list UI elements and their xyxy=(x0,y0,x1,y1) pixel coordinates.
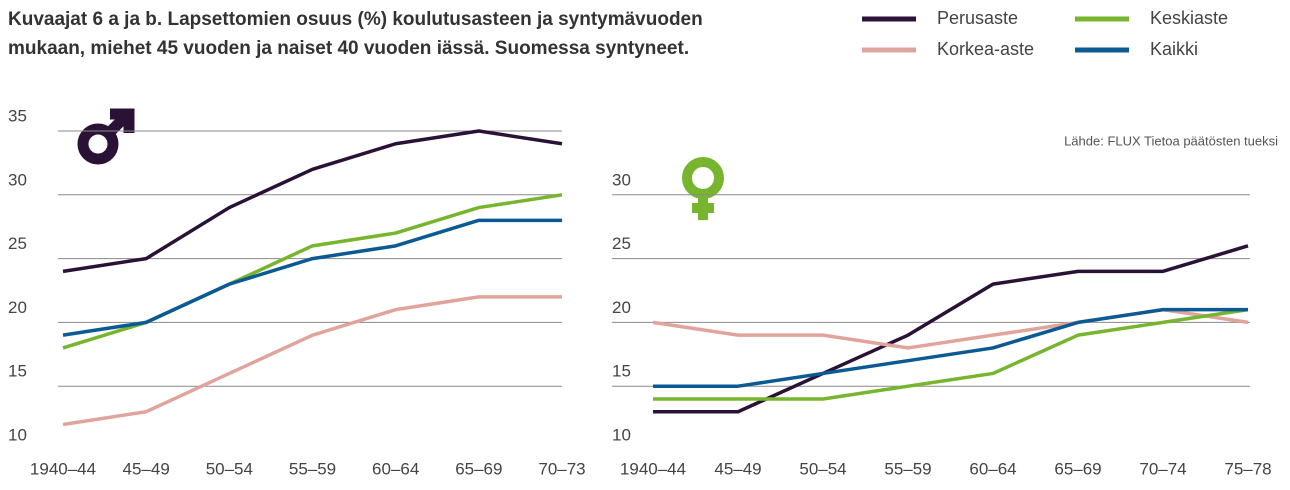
y-tick-label: 15 xyxy=(612,362,631,381)
series-line xyxy=(652,307,1249,350)
series-line xyxy=(62,129,563,274)
x-tick-label: 70–73 xyxy=(538,459,585,478)
x-tick-label: 45–49 xyxy=(123,459,170,478)
x-tick-label: 65–69 xyxy=(1054,459,1101,478)
series-line xyxy=(62,295,562,427)
y-tick-label: 30 xyxy=(612,170,631,189)
y-tick-label: 15 xyxy=(8,362,27,381)
series-line xyxy=(62,218,562,337)
y-tick-label: 10 xyxy=(612,425,631,444)
y-tick-label: 10 xyxy=(8,425,27,444)
y-tick-label: 30 xyxy=(8,170,27,189)
x-tick-label: 45–49 xyxy=(714,459,761,478)
x-tick-label: 70–74 xyxy=(1139,459,1186,478)
male-icon xyxy=(77,108,135,165)
series-line xyxy=(653,307,1249,401)
series-line xyxy=(653,307,1248,388)
legend-label: Keskiaste xyxy=(1150,8,1228,28)
legend-label: Perusaste xyxy=(937,8,1018,28)
y-tick-label: 25 xyxy=(8,234,27,253)
title-line: mukaan, miehet 45 vuoden ja naiset 40 vu… xyxy=(8,38,689,59)
y-tick-label: 35 xyxy=(8,106,27,125)
x-tick-label: 60–64 xyxy=(372,459,419,478)
legend-label: Korkea-aste xyxy=(937,39,1034,59)
female-icon xyxy=(682,157,724,220)
x-tick-label: 60–64 xyxy=(969,459,1016,478)
x-tick-label: 55–59 xyxy=(289,459,336,478)
x-tick-label: 65–69 xyxy=(455,459,502,478)
legend-label: Kaikki xyxy=(1150,39,1198,59)
title-line: Kuvaajat 6 a ja b. Lapsettomien osuus (%… xyxy=(8,9,703,30)
x-tick-label: 1940–44 xyxy=(30,459,96,478)
y-tick-label: 20 xyxy=(8,298,27,317)
y-tick-label: 25 xyxy=(612,234,631,253)
x-tick-label: 1940–44 xyxy=(620,459,686,478)
source: Lähde: FLUX Tietoa päätösten tueksi xyxy=(1064,133,1278,148)
x-tick-label: 55–59 xyxy=(884,459,931,478)
x-tick-label: 50–54 xyxy=(799,459,846,478)
x-tick-label: 50–54 xyxy=(206,459,253,478)
x-tick-label: 75–78 xyxy=(1224,459,1271,478)
series-line xyxy=(653,244,1249,414)
y-tick-label: 20 xyxy=(612,298,631,317)
